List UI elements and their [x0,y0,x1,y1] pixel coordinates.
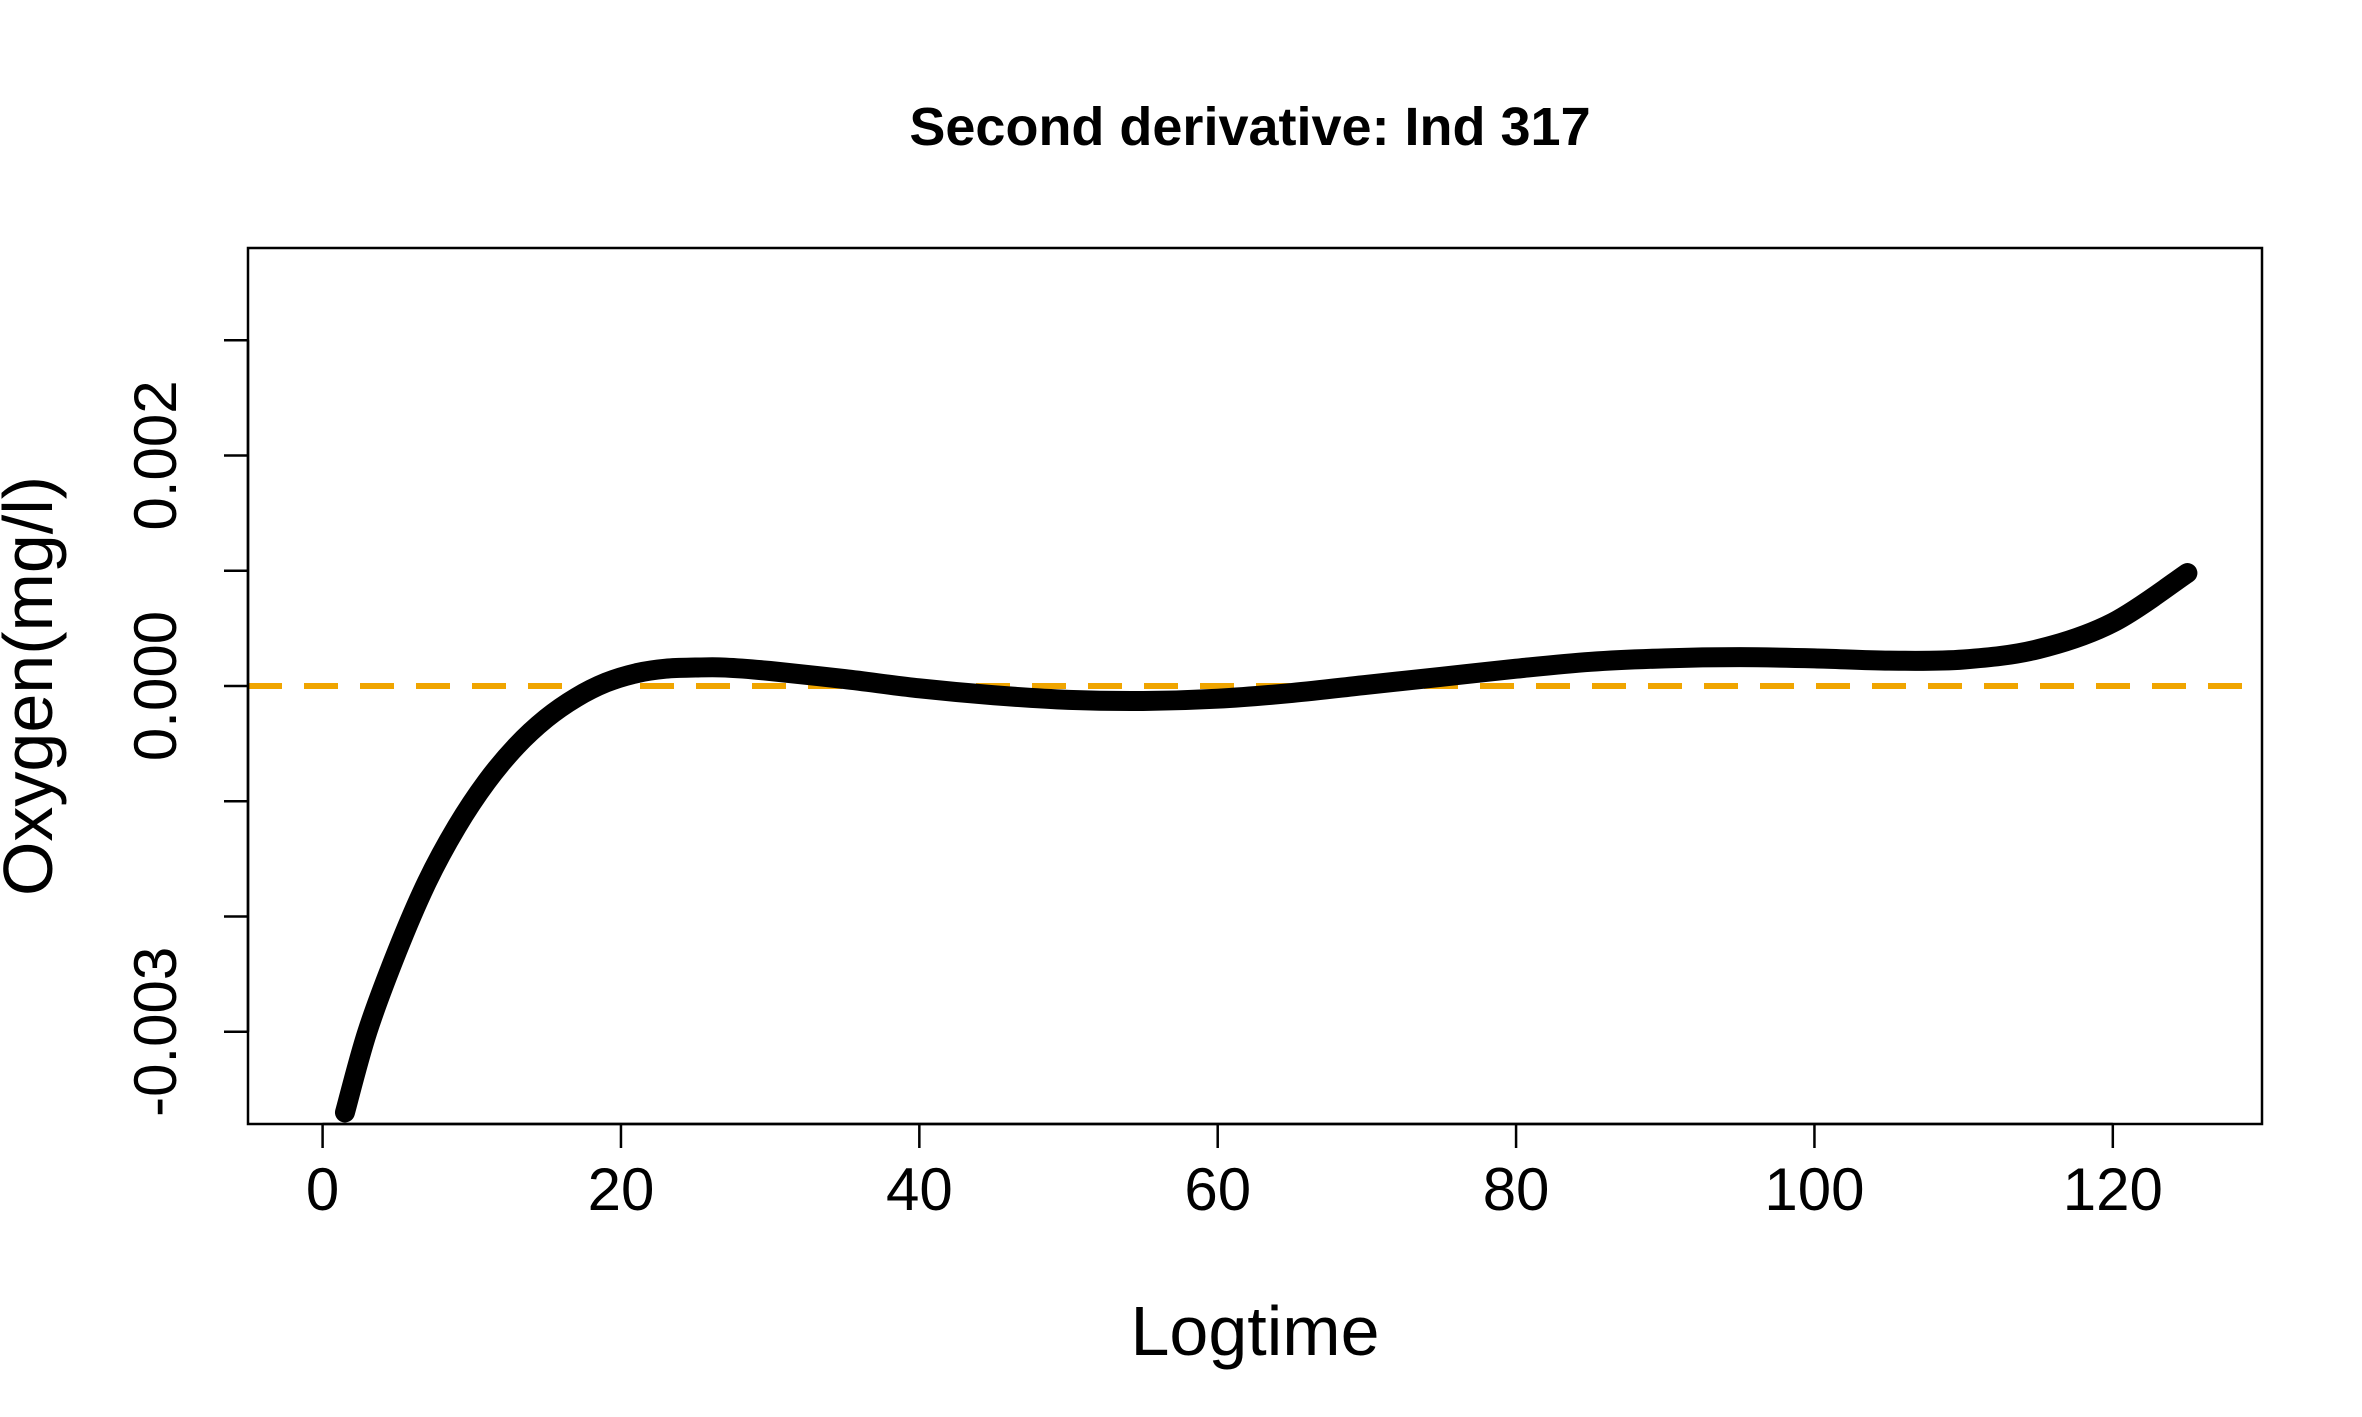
x-tick-label: 120 [2063,1156,2163,1223]
y-axis: -0.003 0.000 0.002 [122,338,250,1117]
x-tick-label: 100 [1764,1156,1864,1223]
series-layer [334,563,2198,1123]
x-tick-label: 60 [1184,1156,1251,1223]
x-tick-label: 80 [1483,1156,1550,1223]
chart-title: Second derivative: Ind 317 [909,97,1590,157]
x-axis: 0 20 40 60 80 100 120 [306,1122,2163,1223]
y-axis-title: Oxygen(mg/l) [0,476,67,896]
y-tick-label: 0.000 [122,611,189,761]
x-axis-title: Logtime [1130,1292,1379,1370]
y-tick-label: 0.002 [122,380,189,530]
y-tick-label: -0.003 [122,947,189,1117]
x-tick-label: 0 [306,1156,339,1223]
x-tick-label: 20 [588,1156,655,1223]
series-line-0 [334,563,2198,1123]
x-tick-label: 40 [886,1156,953,1223]
